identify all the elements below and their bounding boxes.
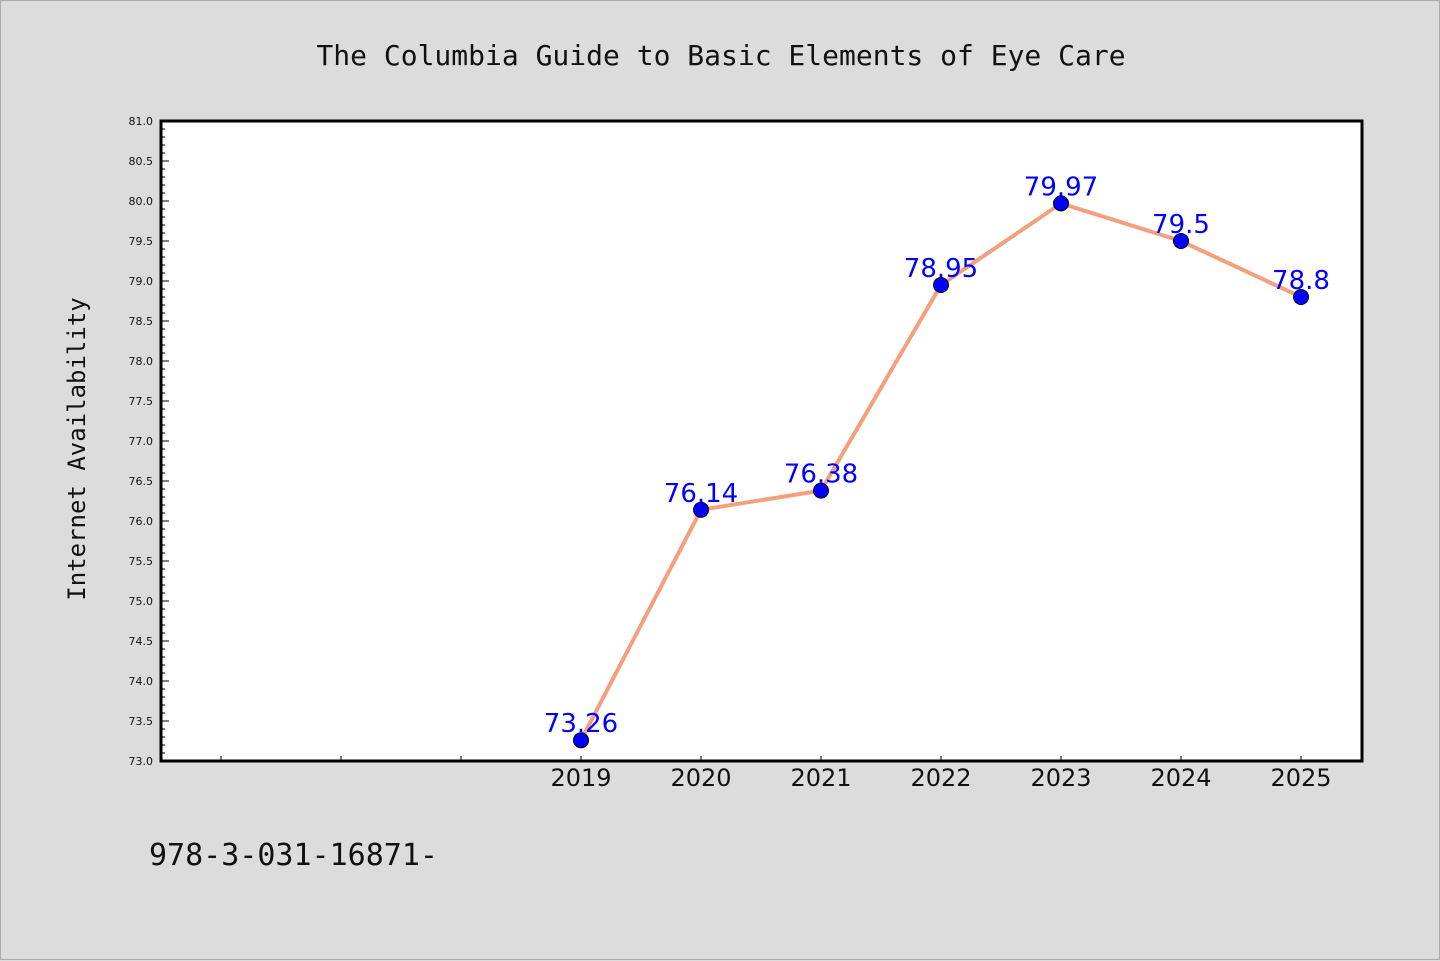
y-tick-label: 74.5 (129, 635, 154, 648)
series-layer: 73.26 76.14 76.38 78.95 79.97 79.5 78.8 (544, 172, 1330, 749)
data-point (933, 277, 949, 293)
x-axis: 2019 2020 2021 2022 2023 2024 2025 (220, 756, 1332, 792)
data-label: 78.95 (904, 254, 978, 284)
y-tick-label: 75.0 (129, 595, 154, 608)
y-tick-label: 79.0 (129, 275, 154, 288)
chart-title: The Columbia Guide to Basic Elements of … (316, 39, 1125, 72)
y-tick-label: 76.0 (129, 515, 154, 528)
x-tick-label: 2021 (790, 764, 851, 792)
plot-area (159, 119, 1364, 763)
x-tick-label: 2022 (910, 764, 971, 792)
y-axis-label: Internet Availability (63, 297, 91, 600)
x-tick-label: 2025 (1270, 764, 1331, 792)
y-tick-label: 79.5 (129, 235, 154, 248)
y-tick-label: 77.0 (129, 435, 154, 448)
y-tick-label: 75.5 (129, 555, 154, 568)
data-label: 76.14 (664, 479, 738, 509)
data-label: 76.38 (784, 460, 858, 490)
y-tick-label: 74.0 (129, 675, 154, 688)
data-label: 79.5 (1152, 210, 1210, 240)
y-tick-label: 73.0 (129, 755, 154, 768)
y-tick-label: 78.0 (129, 355, 154, 368)
y-axis: 73.0 73.5 74.0 74.5 75.0 75.5 76.0 76.5 77.0 77.5… (129, 115, 169, 768)
data-label: 78.8 (1272, 266, 1330, 296)
y-tick-label: 78.5 (129, 315, 154, 328)
data-point (573, 732, 589, 749)
footer-note: 978-3-031-16871- (149, 838, 438, 873)
y-tick-label: 77.5 (129, 395, 154, 408)
data-point (1173, 233, 1189, 249)
y-tick-label: 81.0 (129, 115, 154, 128)
y-tick-label: 80.5 (129, 155, 154, 168)
data-label: 73.26 (544, 709, 618, 739)
y-tick-label: 80.0 (129, 195, 154, 208)
data-label: 79.97 (1024, 172, 1098, 202)
x-tick-label: 2024 (1150, 764, 1211, 792)
data-point (1053, 195, 1069, 212)
data-point (1293, 289, 1309, 305)
x-tick-label: 2023 (1030, 764, 1091, 792)
data-point (693, 501, 709, 518)
x-tick-label: 2020 (670, 764, 731, 792)
y-tick-label: 76.5 (129, 475, 154, 488)
data-point (813, 482, 829, 499)
x-tick-label: 2019 (550, 764, 611, 792)
y-tick-label: 73.5 (129, 715, 154, 728)
